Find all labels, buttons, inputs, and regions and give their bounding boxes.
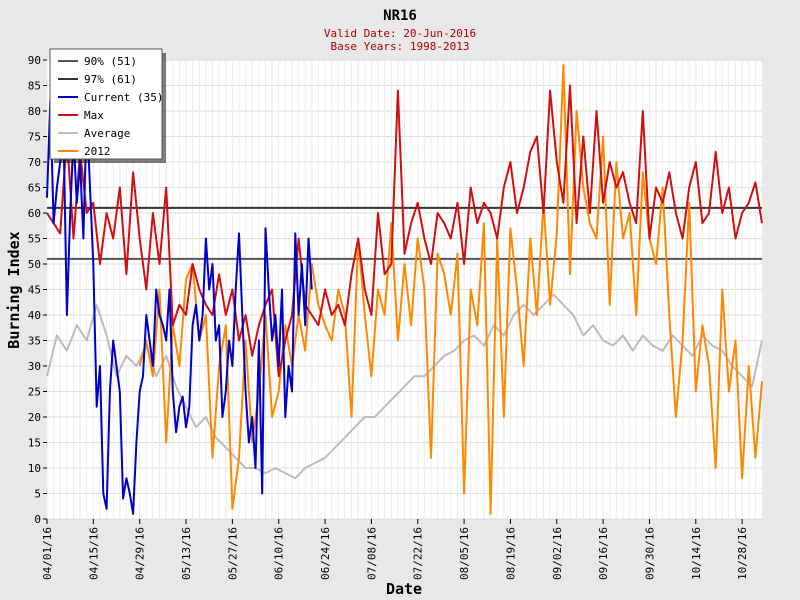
x-tick-label: 05/27/16 — [226, 527, 239, 580]
x-tick-label: 09/30/16 — [643, 527, 656, 580]
valid-date: Valid Date: 20-Jun-2016 — [324, 27, 476, 40]
x-tick-label: 09/16/16 — [597, 527, 610, 580]
legend-label: 90% (51) — [84, 55, 137, 68]
legend-label: Max — [84, 109, 104, 122]
x-tick-label: 04/15/16 — [87, 527, 100, 580]
y-tick-label: 0 — [34, 513, 41, 526]
y-tick-label: 10 — [28, 462, 41, 475]
x-tick-label: 10/14/16 — [690, 527, 703, 580]
x-axis-label: Date — [386, 580, 422, 598]
y-axis-ticks: 0 5 10 15 20 25 30 35 40 45 50 55 60 65 70 75 80 85 90 — [28, 54, 47, 526]
y-tick-label: 15 — [28, 437, 41, 450]
x-axis-ticks: 04/01/16 04/15/16 04/29/16 05/13/16 05/27/16… — [41, 519, 749, 580]
x-tick-label: 09/02/16 — [551, 527, 564, 580]
chart-title: NR16 — [383, 8, 417, 24]
y-tick-label: 70 — [28, 156, 41, 169]
series-line — [138, 64, 763, 515]
legend-box — [49, 48, 163, 160]
y-tick-label: 60 — [28, 207, 41, 220]
legend-label: 2012 — [84, 145, 111, 158]
x-tick-label: 05/13/16 — [180, 527, 193, 580]
y-tick-label: 30 — [28, 360, 41, 373]
series-line — [46, 99, 313, 515]
x-tick-label: 04/01/16 — [41, 527, 54, 580]
y-tick-label: 45 — [28, 284, 41, 297]
x-tick-label: 06/10/16 — [273, 527, 286, 580]
y-tick-label: 80 — [28, 105, 41, 118]
x-tick-label: 08/19/16 — [504, 527, 517, 580]
y-tick-label: 20 — [28, 411, 41, 424]
legend-label: 97% (61) — [84, 73, 137, 86]
y-tick-label: 65 — [28, 182, 41, 195]
legend: 90% (51) 97% (61) Current (35) Max Average 20… — [49, 48, 166, 163]
y-tick-label: 75 — [28, 131, 41, 144]
y-tick-label: 85 — [28, 80, 41, 93]
series-line — [46, 293, 763, 480]
y-tick-label: 50 — [28, 258, 41, 271]
y-tick-label: 35 — [28, 335, 41, 348]
y-tick-label: 90 — [28, 54, 41, 67]
data-series — [46, 64, 763, 515]
x-tick-label: 07/22/16 — [412, 527, 425, 580]
legend-label: Current (35) — [84, 91, 163, 104]
base-years: Base Years: 1998-2013 — [330, 40, 469, 53]
legend-label: Average — [84, 127, 130, 140]
x-tick-label: 07/08/16 — [365, 527, 378, 580]
series-line — [46, 84, 763, 378]
y-axis-label: Burning Index — [5, 231, 23, 348]
x-tick-label: 06/24/16 — [319, 527, 332, 580]
y-tick-label: 40 — [28, 309, 41, 322]
x-tick-label: 04/29/16 — [134, 527, 147, 580]
y-tick-label: 5 — [34, 488, 41, 501]
y-tick-label: 25 — [28, 386, 41, 399]
threshold-lines — [47, 206, 762, 260]
gridlines — [46, 59, 763, 520]
x-tick-label: 08/05/16 — [458, 527, 471, 580]
x-tick-label: 10/28/16 — [736, 527, 749, 580]
y-tick-label: 55 — [28, 233, 41, 246]
